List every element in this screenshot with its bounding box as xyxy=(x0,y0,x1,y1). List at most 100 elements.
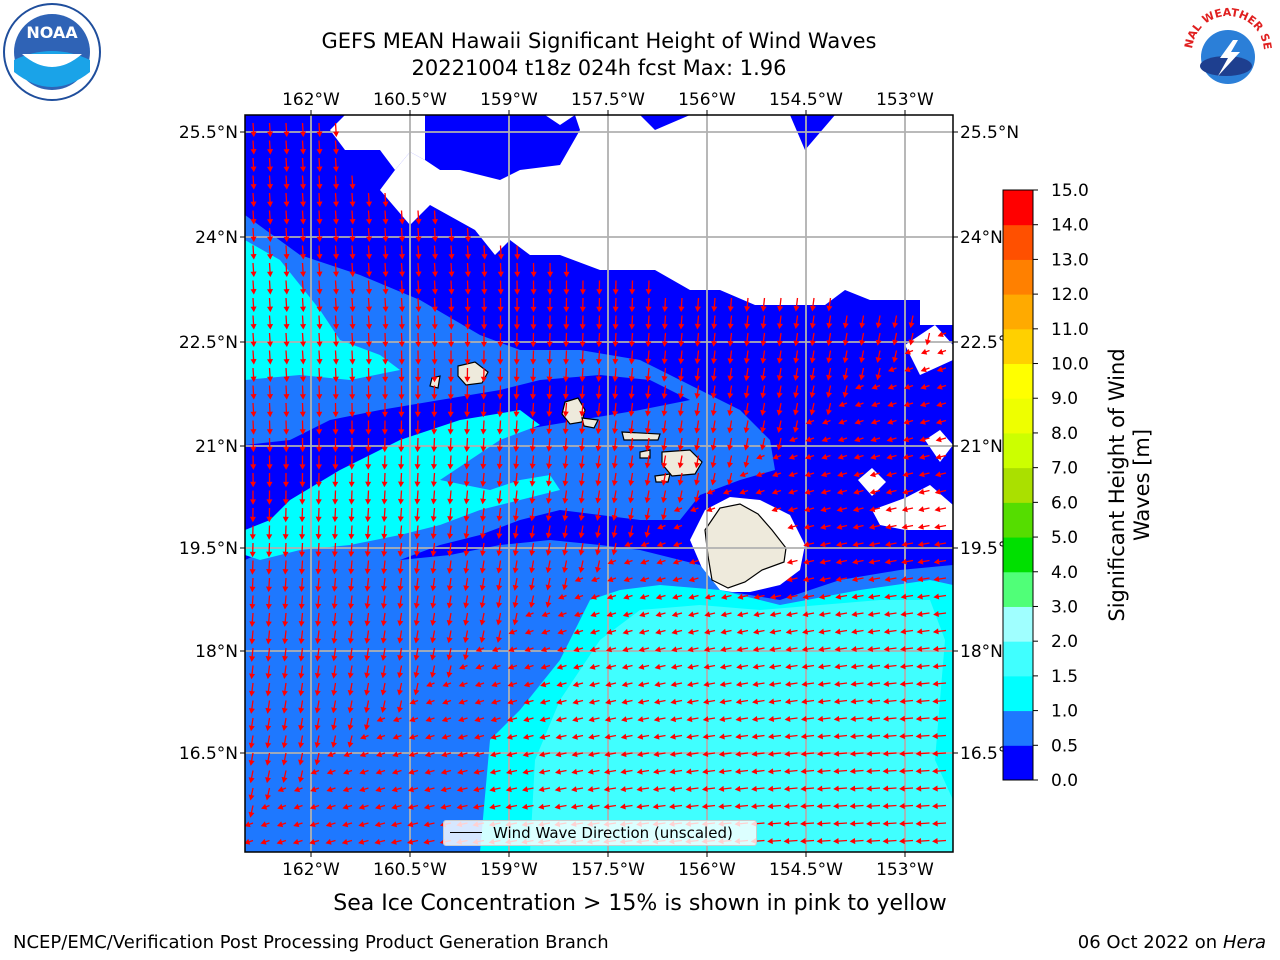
wind-wave-arrowhead xyxy=(801,663,808,670)
wind-wave-arrowhead xyxy=(760,323,767,330)
wind-wave-arrowhead xyxy=(381,551,388,557)
wind-wave-arrowhead xyxy=(595,566,601,573)
wind-wave-arrowhead xyxy=(480,515,487,522)
wind-wave-arrowhead xyxy=(661,514,667,521)
wind-wave-arrowhead xyxy=(250,306,257,313)
wind-wave-arrowhead xyxy=(479,602,486,609)
wind-wave-arrowhead xyxy=(572,716,579,723)
wind-wave-arrowhead xyxy=(588,733,595,740)
wind-wave-arrowhead xyxy=(768,698,775,705)
wind-wave-arrowhead xyxy=(397,551,404,557)
wind-wave-arrowhead xyxy=(381,464,388,470)
colorbar-tick-label: 13.0 xyxy=(1051,250,1089,270)
wind-wave-arrowhead xyxy=(671,646,678,653)
wind-wave-arrowhead xyxy=(397,620,404,627)
wind-wave-arrowhead xyxy=(491,646,499,653)
wind-wave-arrowhead xyxy=(475,663,482,670)
wind-wave-arrowhead xyxy=(430,498,437,505)
wind-wave-arrowhead xyxy=(915,715,922,722)
wind-wave-arrowhead xyxy=(596,306,603,313)
wind-wave-arrowhead xyxy=(727,461,733,469)
wind-wave-arrowhead xyxy=(753,593,760,600)
wind-wave-arrowhead xyxy=(430,533,437,540)
wind-wave-arrowhead xyxy=(546,480,552,487)
wind-wave-arrowhead xyxy=(826,357,833,364)
wind-wave-arrowhead xyxy=(595,393,602,400)
wind-wave-arrowhead xyxy=(266,464,273,470)
wind-wave-arrowhead xyxy=(458,698,465,705)
wind-wave-arrowhead xyxy=(851,576,858,583)
wind-wave-arrowhead xyxy=(932,663,939,670)
wind-wave-arrowhead xyxy=(415,341,422,348)
wind-wave-arrowhead xyxy=(431,429,438,435)
wind-wave-arrowhead xyxy=(722,488,730,495)
wind-wave-arrowhead xyxy=(365,464,372,470)
wind-wave-arrowhead xyxy=(546,428,553,435)
wind-wave-arrowhead xyxy=(250,358,257,365)
wind-wave-arrowhead xyxy=(413,637,420,644)
wind-wave-arrowhead xyxy=(574,611,581,618)
lat-label: 21°N xyxy=(195,437,238,457)
wind-wave-arrowhead xyxy=(919,453,926,460)
wind-wave-arrowhead xyxy=(835,576,842,583)
wind-wave-arrowhead xyxy=(249,516,256,523)
wind-wave-arrowhead xyxy=(506,751,513,758)
wind-wave-arrowhead xyxy=(875,339,882,346)
wind-wave-arrowhead xyxy=(508,628,515,635)
wind-wave-arrowhead xyxy=(554,786,561,793)
wind-wave-arrowhead xyxy=(855,383,862,390)
wind-wave-arrowhead xyxy=(899,820,905,827)
wind-wave-arrowhead xyxy=(935,453,942,460)
wind-wave-arrowhead xyxy=(612,358,619,365)
footer-date-text: 06 Oct 2022 on xyxy=(1077,932,1223,953)
wind-wave-arrowhead xyxy=(562,463,569,470)
colorbar-segment xyxy=(1003,641,1033,677)
wind-wave-arrowhead xyxy=(883,663,890,670)
wind-wave-arrowhead xyxy=(409,716,416,723)
wind-wave-arrowhead xyxy=(316,323,323,330)
wind-wave-arrowhead xyxy=(800,785,807,792)
wind-wave-arrowhead xyxy=(382,218,389,225)
wind-wave-arrowhead xyxy=(282,551,289,558)
wind-wave-arrowhead xyxy=(628,514,635,521)
wind-wave-arrowhead xyxy=(414,568,421,575)
wind-wave-arrowhead xyxy=(541,611,548,618)
wind-wave-arrowhead xyxy=(431,289,438,295)
wind-wave-arrowhead xyxy=(475,646,482,653)
wind-wave-arrowhead xyxy=(331,672,338,679)
wind-wave-arrowhead xyxy=(457,768,464,775)
wind-wave-arrowhead xyxy=(750,803,757,810)
wind-wave-arrowhead xyxy=(309,803,317,810)
wind-wave-arrowhead xyxy=(432,236,439,243)
wind-wave-arrowhead xyxy=(694,427,701,434)
wind-wave-arrowhead xyxy=(711,323,718,330)
wind-wave-arrowhead xyxy=(800,750,807,757)
wind-wave-arrowhead xyxy=(459,663,466,670)
wind-wave-arrowhead xyxy=(820,506,827,513)
wind-wave-arrowhead xyxy=(629,306,636,313)
wind-wave-arrowhead xyxy=(688,576,695,583)
wind-wave-arrowhead xyxy=(802,576,809,583)
wind-wave-arrowhead xyxy=(704,628,711,635)
wind-wave-arrowhead xyxy=(381,568,388,575)
wind-wave-arrowhead xyxy=(281,759,288,766)
wind-wave-arrowhead xyxy=(293,786,301,793)
wind-wave-arrowhead xyxy=(512,602,519,609)
wind-wave-arrowhead xyxy=(514,306,521,313)
wind-wave-arrowhead xyxy=(842,322,849,329)
wind-wave-arrowhead xyxy=(382,236,389,243)
wind-wave-arrowhead xyxy=(787,506,794,513)
wind-wave-arrowhead xyxy=(442,681,449,688)
wind-wave-arrowhead xyxy=(479,619,486,626)
wind-wave-arrowhead xyxy=(414,481,421,488)
wind-wave-arrowhead xyxy=(381,533,388,540)
wind-wave-arrowhead xyxy=(866,698,873,705)
wind-wave-arrowhead xyxy=(935,436,942,443)
wind-wave-arrowhead xyxy=(809,357,816,364)
wind-wave-arrowhead xyxy=(331,568,338,575)
wind-wave-arrowhead xyxy=(638,646,645,653)
wind-wave-arrowhead xyxy=(884,576,891,583)
wind-wave-arrowhead xyxy=(316,201,323,208)
wind-wave-arrowhead xyxy=(347,655,354,662)
wind-wave-arrowhead xyxy=(546,411,553,418)
